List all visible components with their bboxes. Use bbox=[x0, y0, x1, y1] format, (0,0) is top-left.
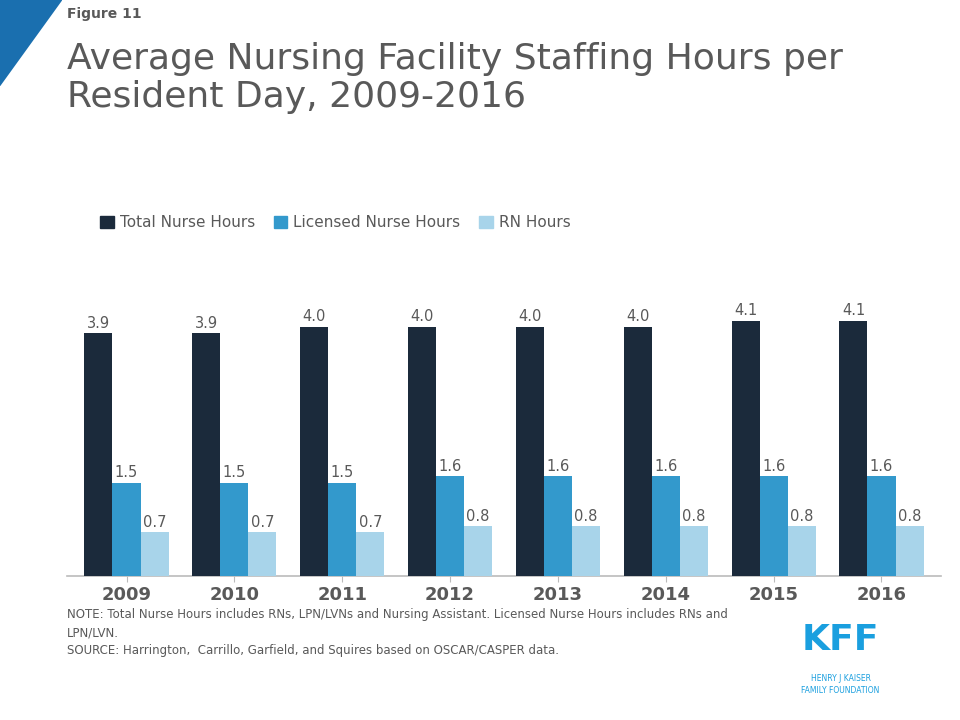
Text: 1.6: 1.6 bbox=[654, 459, 678, 474]
Polygon shape bbox=[0, 0, 62, 86]
Bar bbox=[84, 333, 112, 576]
Text: 0.7: 0.7 bbox=[251, 515, 275, 530]
Text: 4.0: 4.0 bbox=[518, 310, 541, 324]
Text: 1.6: 1.6 bbox=[870, 459, 893, 474]
Bar bbox=[516, 327, 544, 576]
Text: 0.8: 0.8 bbox=[790, 508, 813, 523]
Text: HENRY J KAISER
FAMILY FOUNDATION: HENRY J KAISER FAMILY FOUNDATION bbox=[802, 674, 879, 695]
Text: Figure 11: Figure 11 bbox=[67, 7, 142, 21]
Text: 0.8: 0.8 bbox=[898, 508, 922, 523]
Text: 1.5: 1.5 bbox=[115, 465, 138, 480]
Bar bbox=[896, 526, 924, 576]
Bar bbox=[652, 477, 680, 576]
Bar bbox=[408, 327, 436, 576]
Text: 0.8: 0.8 bbox=[683, 508, 706, 523]
Legend: Total Nurse Hours, Licensed Nurse Hours, RN Hours: Total Nurse Hours, Licensed Nurse Hours,… bbox=[94, 210, 577, 236]
Bar bbox=[624, 327, 652, 576]
Text: 1.6: 1.6 bbox=[762, 459, 785, 474]
Text: NOTE: Total Nurse Hours includes RNs, LPN/LVNs and Nursing Assistant. Licensed N: NOTE: Total Nurse Hours includes RNs, LP… bbox=[67, 608, 728, 657]
Text: 0.8: 0.8 bbox=[467, 508, 490, 523]
Bar bbox=[572, 526, 600, 576]
Bar bbox=[868, 477, 896, 576]
Text: 4.0: 4.0 bbox=[302, 310, 325, 324]
Text: 3.9: 3.9 bbox=[195, 315, 218, 330]
Text: 4.0: 4.0 bbox=[626, 310, 649, 324]
Text: 0.7: 0.7 bbox=[358, 515, 382, 530]
Bar bbox=[192, 333, 221, 576]
Bar bbox=[787, 526, 816, 576]
Bar bbox=[112, 482, 140, 576]
Bar bbox=[356, 532, 384, 576]
Bar bbox=[839, 320, 868, 576]
Bar bbox=[680, 526, 708, 576]
Text: 4.1: 4.1 bbox=[842, 303, 865, 318]
Text: 1.6: 1.6 bbox=[546, 459, 569, 474]
Text: KFF: KFF bbox=[802, 624, 879, 657]
Text: 4.1: 4.1 bbox=[734, 303, 757, 318]
Bar bbox=[436, 477, 464, 576]
Bar bbox=[464, 526, 492, 576]
Text: 1.5: 1.5 bbox=[330, 465, 354, 480]
Bar bbox=[249, 532, 276, 576]
Text: 3.9: 3.9 bbox=[87, 315, 110, 330]
Text: 4.0: 4.0 bbox=[410, 310, 434, 324]
Text: 0.7: 0.7 bbox=[143, 515, 166, 530]
Text: 1.6: 1.6 bbox=[439, 459, 462, 474]
Text: Average Nursing Facility Staffing Hours per
Resident Day, 2009-2016: Average Nursing Facility Staffing Hours … bbox=[67, 42, 843, 114]
Bar bbox=[140, 532, 169, 576]
Bar bbox=[328, 482, 356, 576]
Bar bbox=[300, 327, 328, 576]
Text: 1.5: 1.5 bbox=[223, 465, 246, 480]
Text: 0.8: 0.8 bbox=[574, 508, 598, 523]
Bar bbox=[732, 320, 759, 576]
Bar bbox=[759, 477, 787, 576]
Bar bbox=[544, 477, 572, 576]
Bar bbox=[221, 482, 249, 576]
